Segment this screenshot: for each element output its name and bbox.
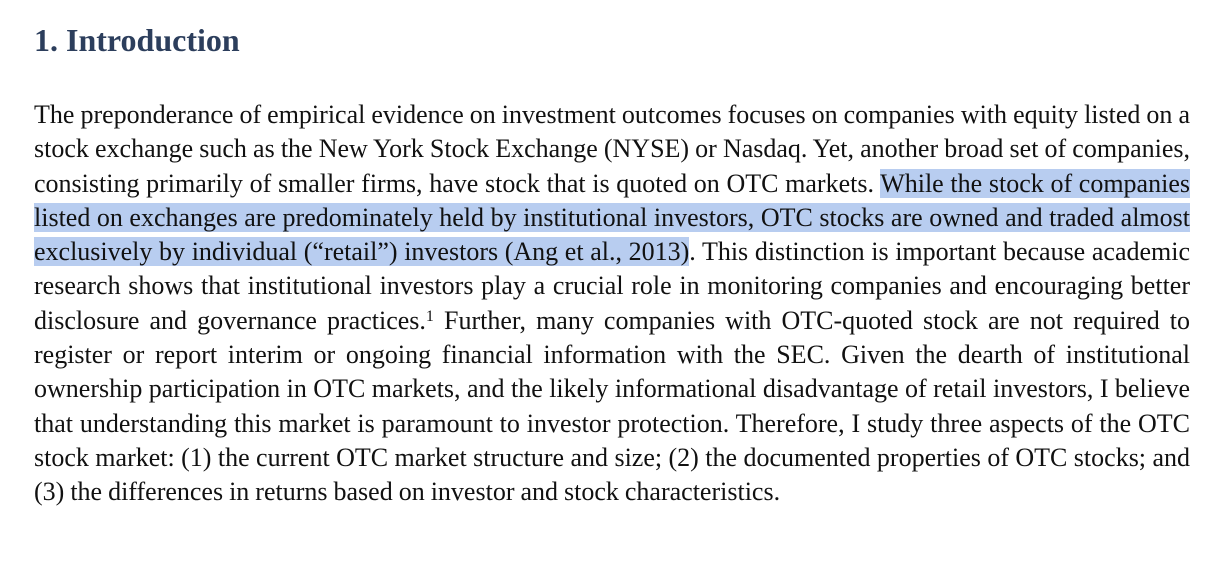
- paragraph-text-part2: . This distinction is important because …: [34, 237, 1191, 335]
- paragraph-text-part1: The preponderance of empirical evidence …: [34, 100, 1190, 198]
- section-heading: 1. Introduction: [34, 22, 240, 58]
- paragraph-text-part3: Further, many companies with OTC-quoted …: [34, 305, 1190, 507]
- footnote-marker[interactable]: 1: [425, 308, 434, 326]
- intro-paragraph: The preponderance of empirical evidence …: [34, 98, 1190, 510]
